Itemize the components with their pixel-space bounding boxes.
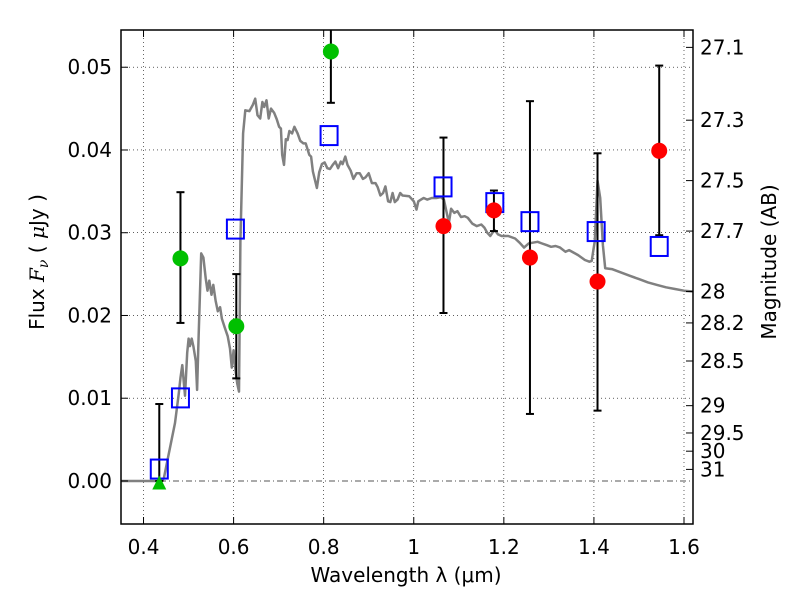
observed-green-point bbox=[172, 250, 189, 267]
observed-red-point bbox=[651, 142, 668, 159]
x-tick-label: 1.6 bbox=[668, 535, 700, 559]
y-tick-label: 0.00 bbox=[67, 469, 112, 493]
y-tick-label: 0.03 bbox=[67, 221, 112, 245]
y-tick-label: 0.01 bbox=[67, 386, 112, 410]
magnitude-tick-label: 28.5 bbox=[700, 349, 745, 373]
y-tick-label: 0.02 bbox=[67, 303, 112, 327]
x-tick-label: 1 bbox=[407, 535, 420, 559]
magnitude-tick-label: 27.5 bbox=[700, 169, 745, 193]
ticks bbox=[121, 30, 693, 524]
model-photometry-square bbox=[649, 235, 669, 257]
y-axis-label-part: Flux bbox=[25, 282, 49, 330]
x-axis-label: Wavelength λ (μm) bbox=[310, 563, 501, 587]
model-photometry-square bbox=[225, 218, 245, 240]
magnitude-tick-label: 31 bbox=[700, 457, 725, 481]
x-tick-label: 1.2 bbox=[488, 535, 520, 559]
model-spectrum-line bbox=[121, 97, 693, 483]
y-tick-label: 0.04 bbox=[67, 138, 112, 162]
y-tick-label: 0.05 bbox=[67, 55, 112, 79]
x-tick-label: 0.4 bbox=[128, 535, 160, 559]
model-photometry-square bbox=[319, 125, 339, 147]
observed-red-point bbox=[589, 273, 606, 290]
observed-red-point bbox=[485, 202, 502, 219]
observed-red-point bbox=[521, 249, 538, 266]
model-photometry-square bbox=[433, 176, 453, 198]
y-axis-label-part: F bbox=[25, 267, 49, 283]
y-axis-label-part: Jy ) bbox=[25, 194, 49, 228]
magnitude-tick-label: 29 bbox=[700, 394, 725, 418]
upper-limit-triangle bbox=[152, 475, 167, 490]
x-tick-label: 1.4 bbox=[578, 535, 610, 559]
observed-green-point bbox=[322, 43, 339, 60]
observed-red-point bbox=[435, 218, 452, 235]
magnitude-tick-label: 27.3 bbox=[700, 108, 745, 132]
magnitude-tick-label: 27.1 bbox=[700, 35, 745, 59]
model-photometry-square bbox=[586, 221, 606, 243]
tick-labels: 0.4 0.6 0.8 1 1.2 1.4 1.6 0.00 0.01 0.02 0.03 0.04 0… bbox=[67, 35, 744, 559]
magnitude-tick-label: 28 bbox=[700, 279, 725, 303]
model-photometry-square bbox=[520, 211, 540, 233]
y-axis-label-part: μ bbox=[25, 226, 49, 239]
plot-marks bbox=[121, 30, 693, 490]
magnitude-tick-label: 30 bbox=[700, 439, 725, 463]
model-photometry-square bbox=[170, 387, 190, 409]
magnitude-tick-label: 27.7 bbox=[700, 219, 745, 243]
plot-frame bbox=[120, 29, 694, 525]
x-tick-label: 0.6 bbox=[218, 535, 250, 559]
y-axis-label-part: ν bbox=[36, 259, 52, 268]
x-tick-label: 0.8 bbox=[308, 535, 340, 559]
magnitude-tick-label: 28.2 bbox=[700, 311, 745, 335]
observed-green-point bbox=[228, 318, 245, 335]
y-axis-right-label: Magnitude (AB) bbox=[757, 184, 781, 339]
magnitude-tick-label: 29.5 bbox=[700, 421, 745, 445]
y-axis-label-part: ( bbox=[25, 239, 49, 260]
y-axis-label: Flux Fν ( μJy ) bbox=[25, 194, 52, 330]
